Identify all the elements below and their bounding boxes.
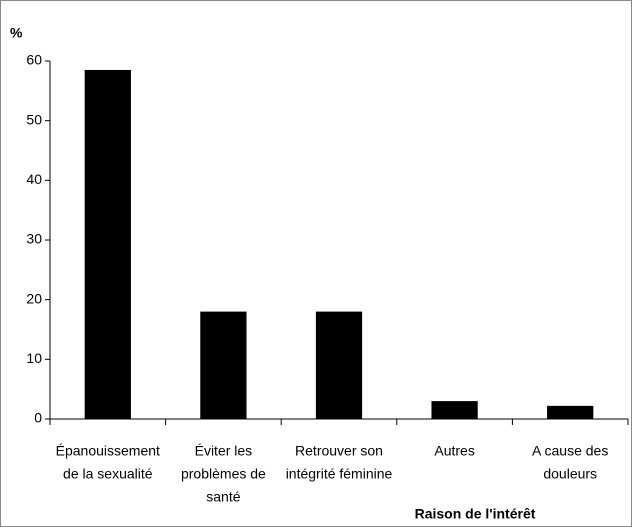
x-tick-label: A cause des	[532, 443, 608, 459]
bar	[84, 69, 131, 419]
x-tick-label: Épanouissement	[56, 443, 160, 459]
x-tick-label: Éviter les	[195, 443, 253, 459]
x-tick-label: Autres	[434, 443, 474, 459]
x-axis-label: Raison de l'intérêt	[415, 506, 536, 522]
x-tick-label: santé	[206, 489, 240, 505]
y-tick-label: 30	[26, 231, 42, 247]
x-tick-label: de la sexualité	[63, 466, 153, 482]
y-tick-label: 60	[26, 52, 42, 68]
bar	[200, 311, 247, 419]
x-tick-label: douleurs	[543, 466, 597, 482]
y-tick-label: 0	[34, 410, 42, 426]
bar	[315, 311, 363, 419]
y-tick-label: 20	[26, 290, 42, 306]
bar	[547, 405, 594, 419]
x-tick-label: problèmes de	[181, 466, 266, 482]
bar	[431, 401, 478, 419]
y-tick-label: 50	[26, 111, 42, 127]
y-tick-label: 40	[26, 171, 42, 187]
x-tick-label: Retrouver son	[295, 443, 383, 459]
x-tick-label: intégrité féminine	[286, 466, 393, 482]
y-tick-label: 10	[26, 350, 42, 366]
y-axis-label: %	[10, 25, 23, 41]
